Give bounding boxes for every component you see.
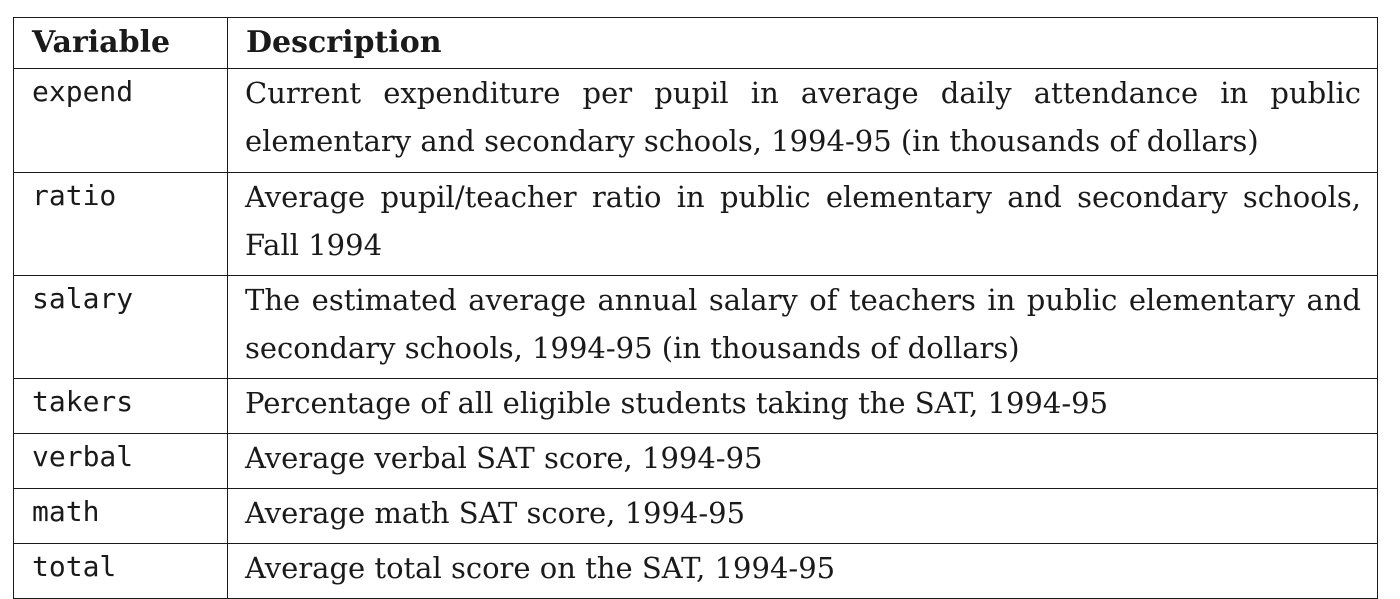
description-cell: Current expenditure per pupil in average… (227, 68, 1378, 173)
description-cell: Average total score on the SAT, 1994-95 (227, 543, 1378, 599)
table-row: verbal Average verbal SAT score, 1994-95 (13, 433, 1378, 489)
table-row: expend Current expenditure per pupil in … (13, 68, 1378, 173)
table-header-row: Variable Description (13, 17, 1378, 69)
variable-table-container: Variable Description expend Current expe… (13, 17, 1378, 599)
description-cell: Average verbal SAT score, 1994-95 (227, 433, 1378, 489)
table-row: math Average math SAT score, 1994-95 (13, 488, 1378, 544)
variable-cell: verbal (13, 433, 228, 489)
variable-cell: salary (13, 275, 228, 379)
table-row: takers Percentage of all eligible studen… (13, 378, 1378, 434)
description-cell: Average pupil/teacher ratio in public el… (227, 172, 1378, 276)
table-row: total Average total score on the SAT, 19… (13, 543, 1378, 599)
variable-cell: ratio (13, 172, 228, 276)
column-header-variable: Variable (13, 17, 228, 69)
variable-cell: total (13, 543, 228, 599)
table-row: ratio Average pupil/teacher ratio in pub… (13, 172, 1378, 276)
variable-cell: takers (13, 378, 228, 434)
description-cell: The estimated average annual salary of t… (227, 275, 1378, 379)
variable-cell: expend (13, 68, 228, 173)
description-cell: Percentage of all eligible students taki… (227, 378, 1378, 434)
description-cell: Average math SAT score, 1994-95 (227, 488, 1378, 544)
variable-table: Variable Description expend Current expe… (13, 17, 1378, 599)
column-header-description: Description (227, 17, 1378, 69)
variable-cell: math (13, 488, 228, 544)
table-row: salary The estimated average annual sala… (13, 275, 1378, 379)
